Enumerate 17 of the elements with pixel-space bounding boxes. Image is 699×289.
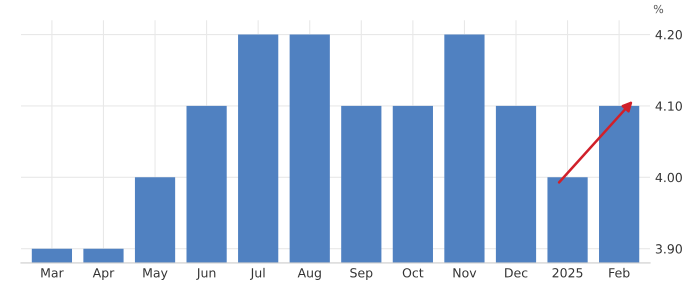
x-tick-label: Aug [298, 268, 321, 280]
x-tick-label: May [143, 268, 168, 280]
x-tick-label: 2025 [552, 268, 582, 278]
x-tick-label: Apr [92, 268, 114, 280]
x-tick-label: Sep [350, 268, 372, 280]
x-tick-label: Oct [402, 268, 424, 278]
y-tick-label: 4.10 [656, 101, 682, 111]
x-tick-label: Feb [609, 268, 630, 278]
y-tick-label: 3.90 [656, 244, 682, 254]
x-tick-label: Mar [41, 268, 64, 278]
y-tick-label: 4.00 [656, 172, 682, 182]
x-tick-label: Jun [196, 268, 216, 280]
x-tick-label: Jul [250, 268, 265, 280]
y-tick-label: 4.20 [656, 30, 682, 40]
y-axis-title: % [654, 4, 664, 14]
x-tick-label: Nov [453, 268, 476, 278]
x-tick-label: Dec [505, 268, 528, 278]
